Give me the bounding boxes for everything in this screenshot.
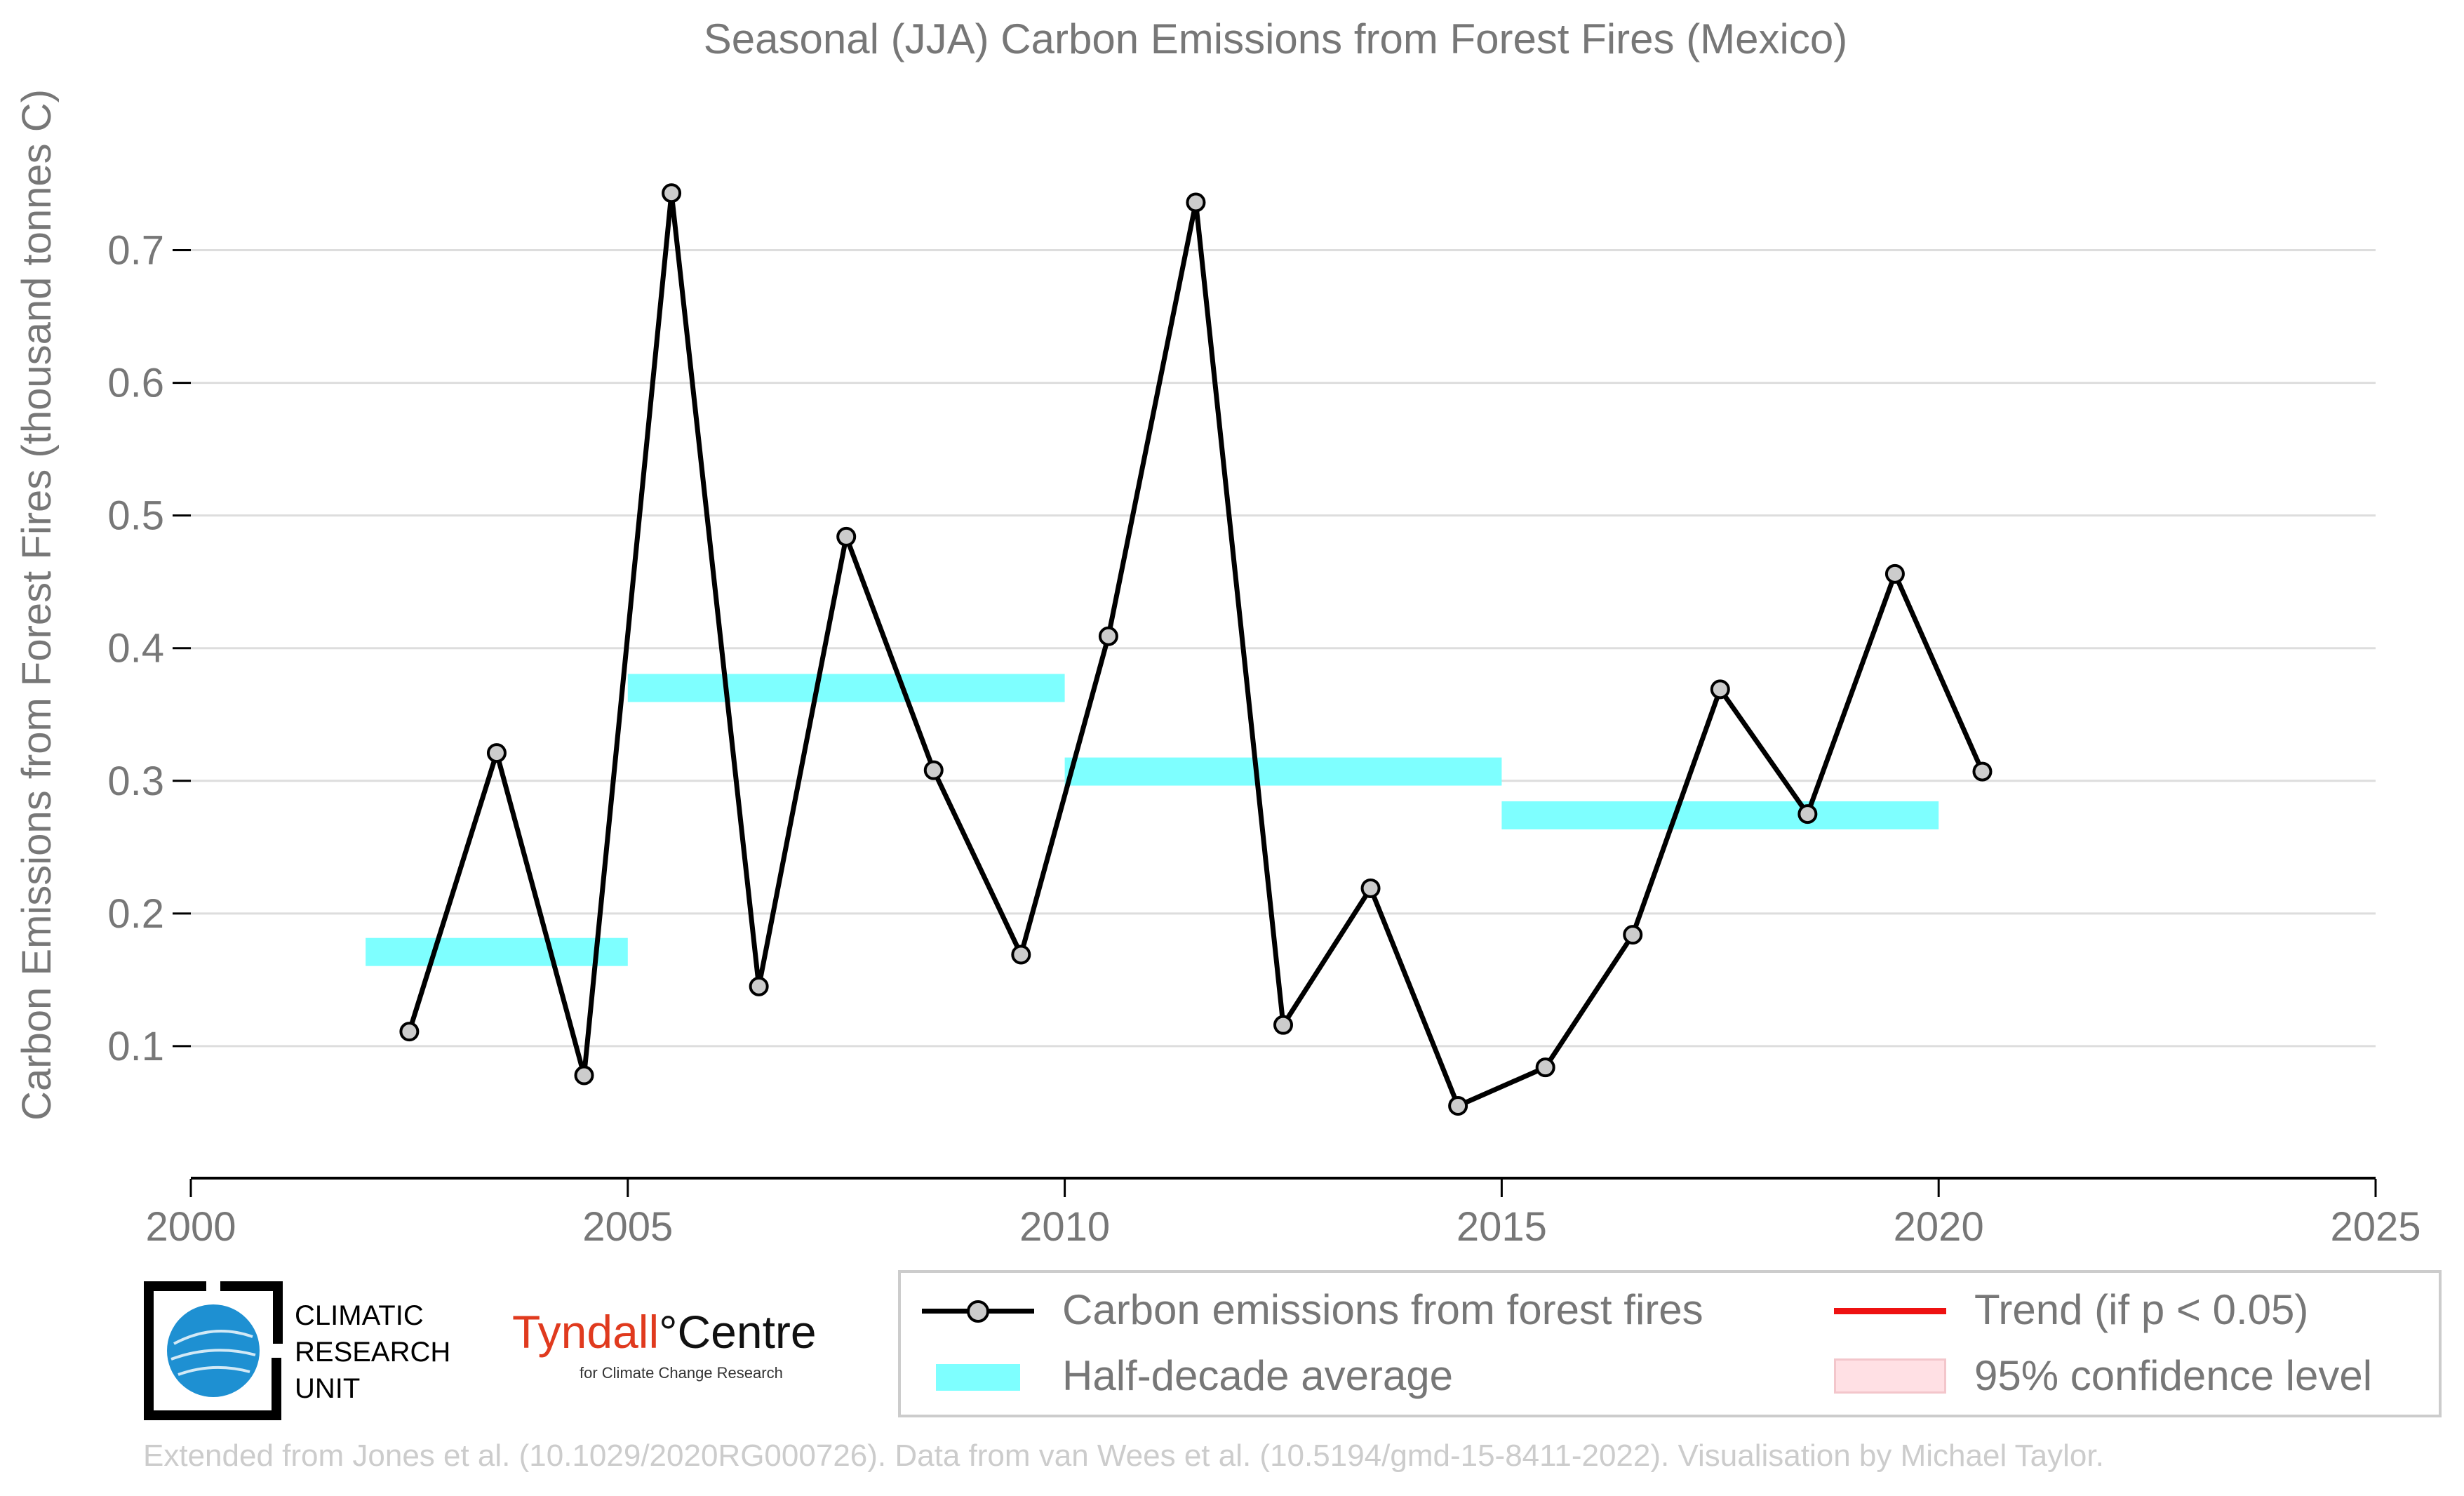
x-tick-label: 2025 xyxy=(2330,1204,2421,1250)
emissions-line xyxy=(407,190,1985,1109)
legend-item-half-decade: Half-decade average xyxy=(922,1351,1453,1400)
footer-credit: Extended from Jones et al. (10.1029/2020… xyxy=(143,1438,2104,1473)
y-tick-label: 0.3 xyxy=(107,759,164,804)
legend-item-emissions: Carbon emissions from forest fires xyxy=(922,1285,1703,1334)
cru-globe-icon xyxy=(144,1281,283,1420)
chart-title: Seasonal (JJA) Carbon Emissions from For… xyxy=(704,15,1847,62)
data-point xyxy=(1186,192,1206,213)
data-point xyxy=(1360,878,1381,898)
gridlines xyxy=(191,249,2376,1048)
data-point xyxy=(1797,804,1818,824)
data-point xyxy=(1011,944,1031,965)
y-axis-label: Carbon Emissions from Forest Fires (thou… xyxy=(14,89,60,1121)
data-point xyxy=(1273,1015,1293,1035)
data-point xyxy=(486,743,507,763)
cru-logo: CLIMATIC RESEARCH UNIT xyxy=(143,1281,536,1421)
data-point xyxy=(1535,1057,1555,1078)
tyndall-logo: Tyndall°Centre for Climate Change Resear… xyxy=(512,1305,821,1389)
x-ticks: 2000 2005 2010 2015 2020 2025 xyxy=(145,1179,2421,1250)
legend-item-confidence: 95% confidence level xyxy=(1834,1351,2372,1400)
half-decade-bar xyxy=(1064,757,1502,786)
legend-label-half-decade: Half-decade average xyxy=(1062,1352,1454,1399)
data-point xyxy=(662,183,682,203)
line-marker-symbol xyxy=(922,1293,1034,1328)
half-decade-bar xyxy=(627,674,1065,702)
x-tick-label: 2015 xyxy=(1457,1204,1547,1250)
half-decade-bar xyxy=(366,937,628,966)
data-point xyxy=(1884,563,1905,584)
x-tick-label: 2005 xyxy=(582,1204,673,1250)
half-decade-bar xyxy=(1501,801,1939,829)
y-tick-label: 0.7 xyxy=(107,228,164,274)
y-tick-label: 0.4 xyxy=(107,626,164,672)
data-point xyxy=(836,526,857,547)
x-tick-label: 2010 xyxy=(1019,1204,1110,1250)
legend: Carbon emissions from forest fires Trend… xyxy=(898,1270,2442,1417)
y-ticks: 0.1 0.2 0.3 0.4 0.5 0.6 0.7 xyxy=(107,228,191,1069)
y-tick-label: 0.2 xyxy=(107,891,164,937)
data-point xyxy=(399,1022,420,1042)
half-decade-bars xyxy=(366,674,1939,966)
tyndall-subtitle: for Climate Change Research xyxy=(580,1364,783,1382)
legend-label-emissions: Carbon emissions from forest fires xyxy=(1062,1286,1703,1333)
x-tick-label: 2000 xyxy=(145,1204,236,1250)
data-point xyxy=(1448,1096,1468,1116)
data-point xyxy=(574,1065,594,1086)
legend-label-trend: Trend (if p < 0.05) xyxy=(1974,1286,2309,1333)
data-point xyxy=(749,976,769,996)
y-tick-label: 0.6 xyxy=(107,361,164,406)
x-tick-label: 2020 xyxy=(1894,1204,1984,1250)
data-point xyxy=(1098,626,1118,646)
cru-logo-text: CLIMATIC RESEARCH UNIT xyxy=(295,1300,451,1404)
pink-patch-symbol xyxy=(1834,1358,1946,1394)
emissions-series xyxy=(399,183,1993,1116)
cyan-bar-symbol xyxy=(922,1358,1034,1394)
chart: Seasonal (JJA) Carbon Emissions from For… xyxy=(14,15,2421,1250)
data-point xyxy=(1623,925,1643,945)
y-tick-label: 0.1 xyxy=(107,1024,164,1069)
tyndall-name: Tyndall xyxy=(512,1306,659,1358)
tyndall-centre: °Centre xyxy=(659,1306,817,1358)
red-line-symbol xyxy=(1834,1293,1946,1328)
data-point xyxy=(1710,679,1730,700)
y-tick-label: 0.5 xyxy=(107,493,164,539)
data-point xyxy=(923,760,944,780)
data-point xyxy=(1972,761,1993,782)
legend-item-trend: Trend (if p < 0.05) xyxy=(1834,1285,2308,1334)
legend-label-confidence: 95% confidence level xyxy=(1974,1352,2373,1399)
